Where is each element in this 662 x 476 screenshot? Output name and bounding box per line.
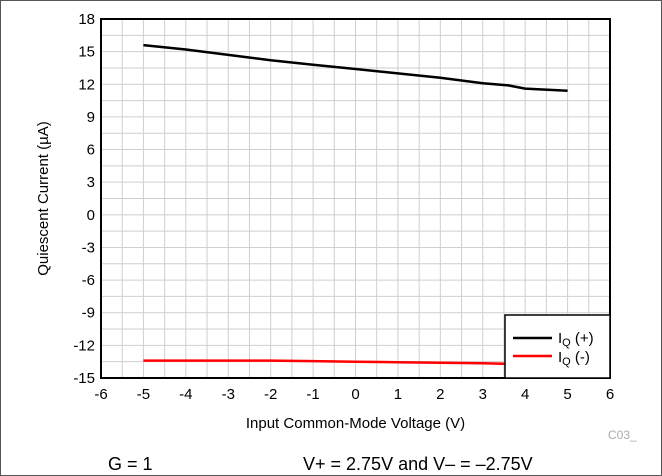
y-tick-label: -15 xyxy=(73,370,95,387)
y-tick-labels: -15 -12 -9 -6 -3 0 3 6 9 12 15 18 xyxy=(73,11,95,387)
legend: IQ (+) IQ (-) xyxy=(504,314,611,379)
x-tick-label: 6 xyxy=(606,386,614,403)
y-tick-label: 3 xyxy=(87,174,95,191)
legend-label-iq-plus: IQ (+) xyxy=(558,330,594,349)
y-tick-label: 12 xyxy=(78,76,95,93)
supply-note: V+ = 2.75V and V– = –2.75V xyxy=(303,454,533,474)
y-tick-label: 6 xyxy=(87,142,95,159)
x-tick-label: 1 xyxy=(394,386,402,403)
series-lines xyxy=(143,43,568,366)
series-line-iq-plus xyxy=(143,43,568,93)
x-tick-label: 3 xyxy=(479,386,487,403)
figure-code: C03_ xyxy=(608,428,637,442)
gain-note: G = 1 xyxy=(108,454,153,474)
x-tick-labels: -6 -5 -4 -3 -2 -1 0 1 2 3 4 5 6 xyxy=(94,386,614,403)
x-tick-label: -4 xyxy=(179,386,192,403)
plot-area-border xyxy=(100,18,611,379)
y-axis-title: Quiescent Current (µA) xyxy=(35,121,52,276)
x-tick-label: -3 xyxy=(222,386,235,403)
y-tick-label: 0 xyxy=(87,207,95,224)
x-tick-label: 0 xyxy=(351,386,359,403)
y-tick-label: -6 xyxy=(82,272,95,289)
legend-box xyxy=(504,314,611,379)
x-tick-label: -5 xyxy=(137,386,150,403)
x-tick-label: -1 xyxy=(306,386,319,403)
y-tick-label: 9 xyxy=(87,109,95,126)
x-tick-label: -2 xyxy=(264,386,277,403)
series-line-iq-minus xyxy=(143,359,509,366)
y-tick-label: -12 xyxy=(73,337,95,354)
legend-label-iq-minus: IQ (-) xyxy=(558,349,590,368)
y-tick-label: -3 xyxy=(82,239,95,256)
y-tick-label: 18 xyxy=(78,11,95,28)
y-tick-label: 15 xyxy=(78,44,95,61)
x-tick-label: 5 xyxy=(563,386,571,403)
x-tick-label: -6 xyxy=(94,386,107,403)
x-tick-label: 4 xyxy=(521,386,529,403)
grid-lines xyxy=(101,19,610,378)
x-tick-label: 2 xyxy=(436,386,444,403)
y-tick-label: -9 xyxy=(82,305,95,322)
x-axis-title: Input Common-Mode Voltage (V) xyxy=(246,415,465,432)
